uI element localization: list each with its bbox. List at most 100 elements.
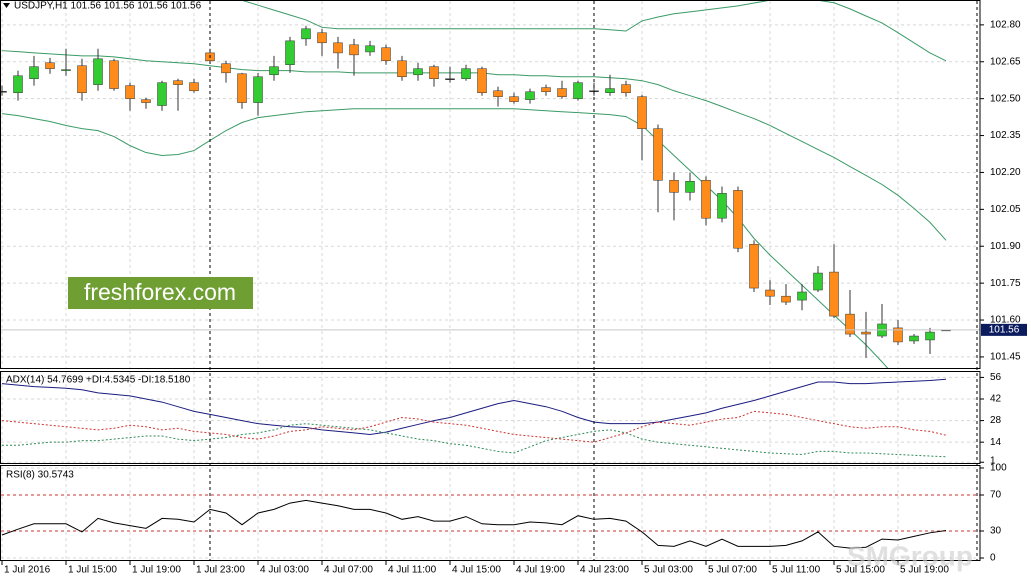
rsi-pane-border <box>0 465 981 561</box>
candle-body <box>605 88 615 94</box>
candle-body <box>349 44 359 56</box>
series-line <box>1 378 947 435</box>
candle-body <box>845 313 855 335</box>
symbol-icon <box>3 3 10 8</box>
candle-body <box>29 66 39 79</box>
rsi-title: RSI(8) 30.5743 <box>6 470 74 481</box>
candle-body <box>461 68 471 79</box>
candle-body <box>221 63 231 74</box>
x-tick-label: 1 Jul 23:00 <box>196 565 245 576</box>
candle-body <box>445 78 455 80</box>
candle-body <box>701 180 711 219</box>
x-tick-label: 1 Jul 19:00 <box>132 565 181 576</box>
x-tick-label: 4 Jul 11:00 <box>388 565 437 576</box>
pane-2 <box>1 494 980 549</box>
y-tick-label: 28 <box>990 415 1002 426</box>
candle-body <box>669 180 679 193</box>
band-line <box>242 1 947 62</box>
candle-body <box>621 84 631 93</box>
y-tick-label: 102.35 <box>990 130 1021 141</box>
candle-body <box>173 80 183 85</box>
price-label: 101.56 <box>989 325 1020 336</box>
candle-body <box>109 60 119 89</box>
pane-0 <box>1 1 980 368</box>
candle-body <box>829 271 839 317</box>
candle-body <box>685 181 695 193</box>
y-tick-label: 102.80 <box>990 20 1021 31</box>
candle-body <box>157 82 167 106</box>
candle-body <box>141 99 151 103</box>
band-line <box>1 50 947 241</box>
candle-body <box>125 85 135 99</box>
y-tick-label: 101.60 <box>990 315 1021 326</box>
candle-body <box>797 291 807 301</box>
candle-body <box>93 58 103 85</box>
candle-body <box>253 76 263 103</box>
candle-body <box>509 96 519 102</box>
candle-body <box>301 28 311 40</box>
y-tick-label: 1 <box>990 456 996 467</box>
candle-body <box>397 60 407 78</box>
series-line <box>1 499 947 549</box>
candle-body <box>333 42 343 54</box>
candle-body <box>285 40 295 65</box>
watermark-box <box>68 277 253 309</box>
candle-body <box>573 82 583 99</box>
adx-pane-border <box>0 371 981 464</box>
adx-title: ADX(14) 54.7699 +DI:4.5345 -DI:18.5180 <box>6 375 191 386</box>
y-tick-label: 14 <box>990 437 1002 448</box>
pane-1 <box>1 378 947 458</box>
candle-body <box>45 62 55 69</box>
series-line <box>2 423 947 458</box>
main-pane-border <box>0 0 981 369</box>
candle-body <box>637 96 647 129</box>
candle-body <box>429 66 439 79</box>
candle-body <box>13 75 23 94</box>
y-tick-label: 70 <box>990 490 1002 501</box>
candle-body <box>381 47 391 62</box>
candle-body <box>925 331 935 341</box>
candle-body <box>653 128 663 181</box>
x-tick-label: 5 Jul 03:00 <box>644 565 693 576</box>
y-tick-label: 56 <box>990 372 1002 383</box>
x-tick-label: 1 Jul 2016 <box>4 565 51 576</box>
y-tick-label: 101.75 <box>990 278 1021 289</box>
watermark: SMGroup <box>847 540 973 571</box>
candle-body <box>237 73 247 103</box>
y-tick-label: 102.20 <box>990 167 1021 178</box>
candle-body <box>765 289 775 297</box>
y-tick-label: 30 <box>990 526 1002 537</box>
x-tick-label: 4 Jul 23:00 <box>580 565 629 576</box>
x-tick-label: 4 Jul 15:00 <box>452 565 501 576</box>
candle-body <box>77 65 87 93</box>
candle-body <box>61 69 71 71</box>
y-tick-label: 101.45 <box>990 352 1021 363</box>
candle-body <box>317 32 327 44</box>
candle-body <box>525 91 535 100</box>
watermark: freshforex.com <box>84 279 236 305</box>
candle-body <box>189 82 199 92</box>
y-tick-label: 42 <box>990 394 1002 405</box>
y-tick-label: 100 <box>990 463 1007 474</box>
candle-body <box>717 193 727 219</box>
candle-body <box>1 91 7 93</box>
x-tick-label: 5 Jul 11:00 <box>772 565 821 576</box>
candle-body <box>557 88 567 97</box>
x-tick-label: 4 Jul 07:00 <box>324 565 373 576</box>
candle-body <box>909 335 919 342</box>
candle-body <box>749 244 759 289</box>
candle-body <box>733 190 743 249</box>
candle-body <box>269 66 279 76</box>
y-tick-label: 0 <box>990 553 996 564</box>
y-tick-label: 102.05 <box>990 204 1021 215</box>
band-line <box>1 108 889 368</box>
candle-body <box>477 68 487 94</box>
candle-body <box>413 68 423 76</box>
candle-body <box>493 90 503 97</box>
x-tick-label: 1 Jul 15:00 <box>68 565 117 576</box>
x-tick-label: 5 Jul 19:00 <box>900 565 949 576</box>
y-tick-label: 101.90 <box>990 241 1021 252</box>
y-tick-label: 102.65 <box>990 56 1021 67</box>
